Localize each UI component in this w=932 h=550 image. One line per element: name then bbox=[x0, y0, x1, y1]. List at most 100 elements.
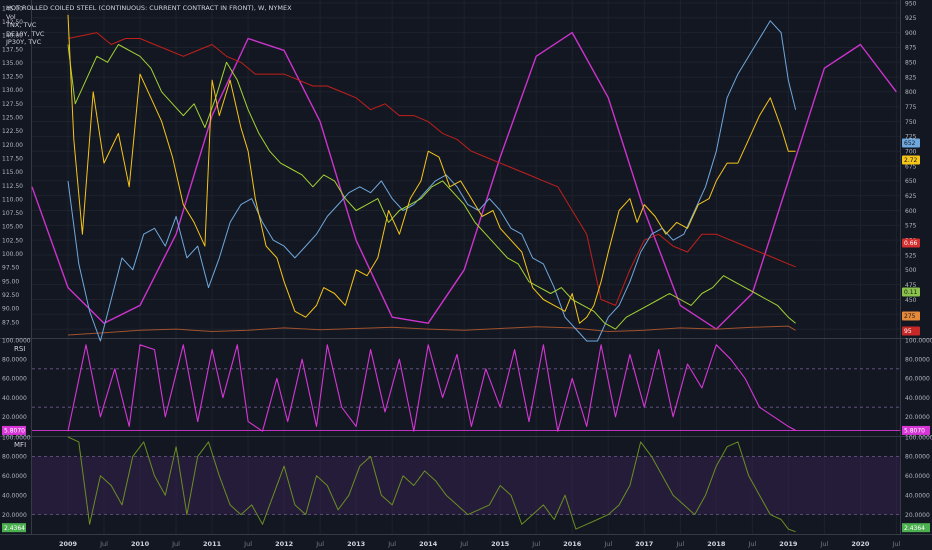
left-tick-label: 105.00 bbox=[2, 224, 23, 231]
left-tick-label: 137.50 bbox=[2, 46, 23, 53]
de10y-series-value-tag: 0.11 bbox=[902, 287, 920, 297]
right-tick-label: 825 bbox=[905, 74, 917, 81]
jp30y-series-value-tag-text: 0.66 bbox=[904, 240, 918, 247]
right-tick-label: 450 bbox=[905, 297, 917, 304]
de10y-series-line bbox=[67, 44, 796, 330]
extra-price-tag-bg bbox=[902, 326, 920, 336]
tnx-series-value-tag-text: 652 bbox=[904, 140, 916, 147]
x-tick-label: Jul bbox=[891, 540, 900, 548]
tnx-series-value-tag-bg bbox=[902, 138, 920, 148]
left-tick-label: 97.50 bbox=[2, 265, 19, 272]
left-tick-label: 125.00 bbox=[2, 115, 23, 122]
de10y-series-value-tag-text: 0.11 bbox=[904, 289, 918, 296]
steel-series-value-tag: 2.72 bbox=[902, 155, 920, 165]
rsi-right-value: 5.8070 bbox=[904, 428, 925, 435]
mfi-series-line bbox=[67, 436, 796, 533]
left-tick-label: 132.50 bbox=[2, 74, 23, 81]
volume-series-value-tag-text: 275 bbox=[904, 313, 916, 320]
tnx-series-line bbox=[67, 20, 797, 342]
x-tick-label: 2018 bbox=[707, 540, 726, 548]
x-tick-label: 2016 bbox=[563, 540, 582, 548]
left-tick-label: 142.50 bbox=[2, 19, 23, 26]
right-tick-label: 925 bbox=[905, 15, 917, 22]
right-tick-label: 500 bbox=[905, 267, 917, 274]
right-tick-label: 875 bbox=[905, 45, 917, 52]
rsi-pane-title: RSI bbox=[14, 345, 26, 353]
left-tick-label: 87.50 bbox=[2, 319, 19, 326]
extra-price-tag-text: 95 bbox=[904, 328, 912, 335]
volume-series-value-tag: 275 bbox=[902, 311, 920, 321]
left-tick-label: 120.00 bbox=[2, 142, 23, 149]
mfi-tick-label: 100.0000 bbox=[905, 434, 932, 441]
rsi-left-tick-label: 100.0000 bbox=[2, 337, 31, 344]
left-tick-label: 95.00 bbox=[2, 278, 19, 285]
steel-series-value-tag-text: 2.72 bbox=[904, 157, 918, 164]
rsi-left-value-bg bbox=[2, 425, 26, 435]
rsi-tick-label: 40.0000 bbox=[905, 395, 930, 402]
rsi-left-value: 5.8070 bbox=[4, 428, 25, 435]
right-tick-label: 900 bbox=[905, 30, 917, 37]
volume-series-value-tag-bg bbox=[902, 311, 920, 321]
x-tick-label: Jul bbox=[387, 540, 396, 548]
right-tick-label: 700 bbox=[905, 149, 917, 156]
left-tick-label: 140.00 bbox=[2, 33, 23, 40]
left-tick-label: 117.50 bbox=[2, 155, 23, 162]
tnx-series-value-tag: 652 bbox=[902, 138, 920, 148]
x-tick-label: Jul bbox=[747, 540, 756, 548]
x-tick-label: Jul bbox=[99, 540, 108, 548]
left-tick-label: 100.00 bbox=[2, 251, 23, 258]
mfi-left-tick-label: 80.0000 bbox=[2, 454, 27, 461]
x-tick-label: Jul bbox=[675, 540, 684, 548]
x-tick-label: Jul bbox=[819, 540, 828, 548]
cycle-curve-line bbox=[31, 31, 897, 330]
legend-de10y: DE10Y, TVC bbox=[6, 29, 45, 38]
mfi-tick-label: 40.0000 bbox=[905, 493, 930, 500]
mfi-right-value: 2.4364 bbox=[904, 525, 925, 532]
left-tick-label: 130.00 bbox=[2, 87, 23, 94]
de10y-series-value-tag-bg bbox=[902, 287, 920, 297]
left-tick-label: 127.50 bbox=[2, 101, 23, 108]
right-tick-label: 600 bbox=[905, 208, 917, 215]
left-tick-label: 135.00 bbox=[2, 60, 23, 67]
mfi-left-tick-label: 100.0000 bbox=[2, 434, 31, 441]
right-tick-label: 775 bbox=[905, 104, 917, 111]
mfi-band-fill bbox=[32, 456, 900, 515]
mfi-left-value-bg bbox=[2, 523, 26, 533]
left-tick-label: 115.00 bbox=[2, 169, 23, 176]
rsi-tick-label: 100.0000 bbox=[905, 337, 932, 344]
rsi-tick-label: 80.0000 bbox=[905, 357, 930, 364]
x-tick-label: 2020 bbox=[851, 540, 870, 548]
x-tick-label: Jul bbox=[171, 540, 180, 548]
x-tick-label: Jul bbox=[459, 540, 468, 548]
x-tick-label: Jul bbox=[603, 540, 612, 548]
left-tick-label: 145.00 bbox=[2, 5, 23, 12]
x-tick-label: 2014 bbox=[419, 540, 438, 548]
mfi-tick-label: 80.0000 bbox=[905, 454, 930, 461]
right-tick-label: 650 bbox=[905, 178, 917, 185]
legend-tnx: TNX, TVC bbox=[6, 21, 37, 29]
x-tick-label: 2011 bbox=[203, 540, 222, 548]
right-tick-label: 525 bbox=[905, 252, 917, 259]
x-tick-label: 2013 bbox=[347, 540, 365, 548]
volume-series-line bbox=[67, 325, 796, 336]
mfi-pane-title: MFI bbox=[14, 441, 27, 449]
rsi-left-tick-label: 40.0000 bbox=[2, 395, 27, 402]
legend-vol: Vol bbox=[6, 12, 16, 21]
rsi-right-value-bg bbox=[902, 425, 930, 435]
right-tick-label: 950 bbox=[905, 0, 917, 7]
jp30y-series-line bbox=[67, 32, 796, 306]
mfi-left-tick-label: 40.0000 bbox=[2, 493, 27, 500]
rsi-series-line bbox=[67, 344, 796, 432]
right-tick-label: 800 bbox=[905, 89, 917, 96]
left-tick-label: 90.00 bbox=[2, 306, 19, 313]
x-tick-label: 2010 bbox=[131, 540, 150, 548]
rsi-left-tick-label: 80.0000 bbox=[2, 357, 27, 364]
x-tick-label: Jul bbox=[531, 540, 540, 548]
legend-main: HOT ROLLED COILED STEEL (CONTINUOUS: CUR… bbox=[6, 4, 292, 12]
right-tick-label: 575 bbox=[905, 223, 917, 230]
mfi-left-tick-label: 60.0000 bbox=[2, 473, 27, 480]
left-tick-label: 92.50 bbox=[2, 292, 19, 299]
left-tick-label: 110.00 bbox=[2, 196, 23, 203]
mfi-right-value-bg bbox=[902, 523, 930, 533]
